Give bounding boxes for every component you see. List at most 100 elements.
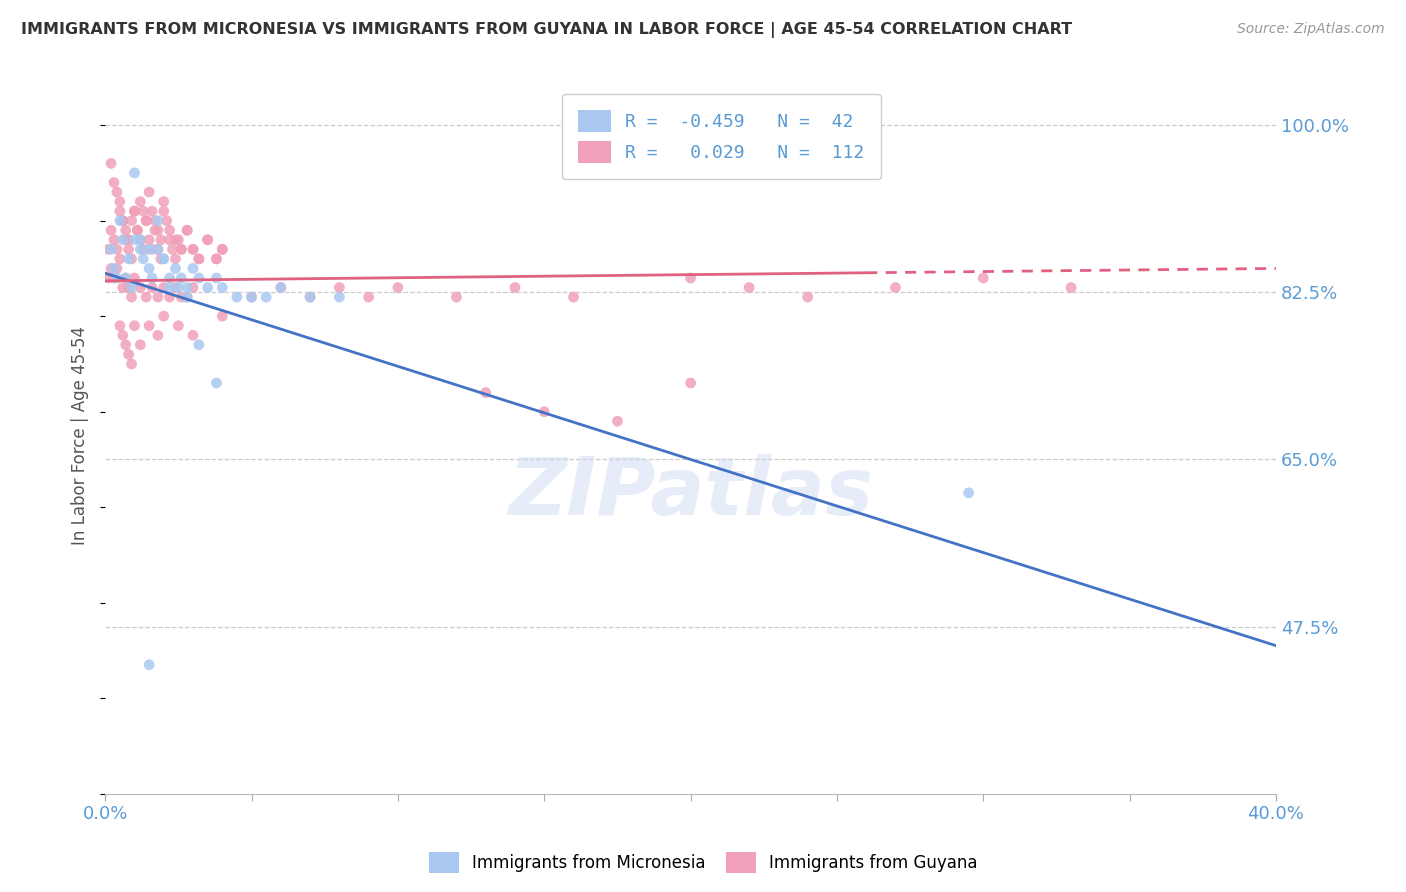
Point [135,213,157,227]
Point [105,243,128,257]
Text: Source: ZipAtlas.com: Source: ZipAtlas.com [1237,22,1385,37]
Point [146,213,169,227]
Point [111,213,134,227]
Point [149,233,172,247]
Point [474,385,496,400]
Point [357,290,380,304]
Point [121,290,143,304]
Point [167,280,190,294]
Text: IMMIGRANTS FROM MICRONESIA VS IMMIGRANTS FROM GUYANA IN LABOR FORCE | AGE 45-54 : IMMIGRANTS FROM MICRONESIA VS IMMIGRANTS… [21,22,1073,38]
Point [181,243,204,257]
Point [211,243,233,257]
Point [176,280,198,294]
Point [141,243,163,257]
Point [103,271,125,285]
Point [105,261,128,276]
Point [176,223,198,237]
Point [146,290,169,304]
Point [138,243,160,257]
Point [143,213,166,227]
Point [446,290,468,304]
Point [972,271,994,285]
Point [176,290,198,304]
Point [211,243,233,257]
Point [124,204,146,219]
Point [103,261,125,276]
Point [129,338,152,352]
Point [121,213,143,227]
Point [205,252,228,266]
Point [152,252,174,266]
Point [132,252,155,266]
Point [299,290,322,304]
Point [270,280,292,294]
Point [111,213,134,227]
Point [159,271,181,285]
Point [114,338,136,352]
Point [129,280,152,294]
Point [197,280,219,294]
Point [146,243,169,257]
Point [111,328,134,343]
Point [100,243,122,257]
Point [205,271,228,285]
Point [270,280,292,294]
Point [240,290,263,304]
Point [105,185,128,199]
Point [170,290,193,304]
Point [135,290,157,304]
Point [111,280,134,294]
Point [254,290,277,304]
Point [143,223,166,237]
Point [97,271,120,285]
Point [197,233,219,247]
Point [149,252,172,266]
Point [114,223,136,237]
Point [97,243,120,257]
Point [165,280,187,294]
Point [606,414,628,428]
Point [103,176,125,190]
Point [138,261,160,276]
Point [165,233,187,247]
Y-axis label: In Labor Force | Age 45-54: In Labor Force | Age 45-54 [72,326,89,545]
Point [108,318,131,333]
Point [884,280,907,294]
Point [117,233,139,247]
Point [197,233,219,247]
Point [111,233,134,247]
Point [146,243,169,257]
Point [796,290,818,304]
Point [100,156,122,170]
Point [181,261,204,276]
Legend: R =  -0.459   N =  42, R =   0.029   N =  112: R = -0.459 N = 42, R = 0.029 N = 112 [562,94,880,179]
Point [205,376,228,390]
Point [152,280,174,294]
Point [170,243,193,257]
Point [117,252,139,266]
Point [100,223,122,237]
Point [108,204,131,219]
Point [167,233,190,247]
Point [181,280,204,294]
Point [117,280,139,294]
Point [170,271,193,285]
Point [159,290,181,304]
Point [132,243,155,257]
Point [152,309,174,323]
Point [165,261,187,276]
Point [187,252,209,266]
Point [124,318,146,333]
Point [1060,280,1083,294]
Point [127,223,149,237]
Point [957,486,980,500]
Point [187,271,209,285]
Point [108,252,131,266]
Point [138,318,160,333]
Point [387,280,409,294]
Point [129,233,152,247]
Point [114,233,136,247]
Point [159,223,181,237]
Point [162,243,184,257]
Point [103,233,125,247]
